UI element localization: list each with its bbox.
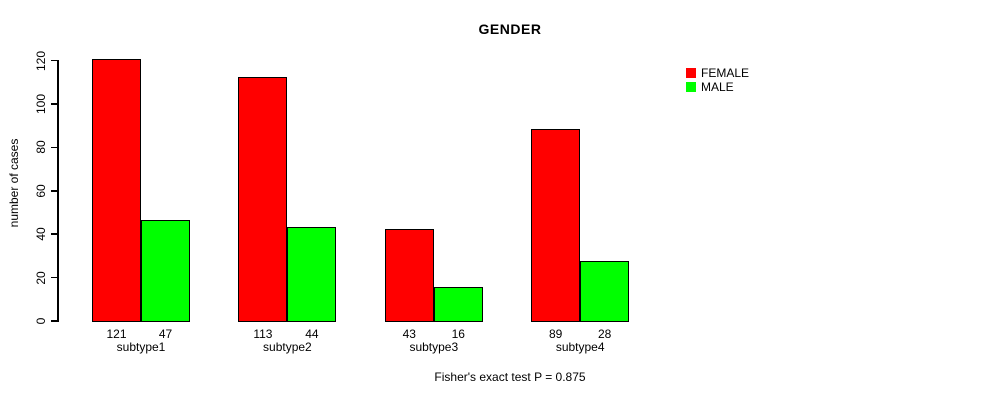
y-axis-tick-label-text: 100 — [34, 93, 48, 115]
legend-label: MALE — [701, 79, 734, 94]
legend: FEMALE MALE — [686, 66, 749, 94]
y-axis-tick-label-text: 0 — [34, 317, 48, 325]
y-axis-tick-label-text: 40 — [34, 227, 48, 241]
bar-male-subtype2 — [287, 226, 337, 322]
y-axis-tick — [50, 233, 58, 235]
bar-female-subtype1 — [92, 59, 141, 322]
legend-swatch-female — [686, 67, 696, 78]
legend-label: FEMALE — [701, 65, 750, 80]
bar-value-label: 89 — [549, 327, 563, 341]
bar-male-subtype1 — [141, 220, 190, 322]
y-axis-tick — [50, 59, 58, 62]
y-axis-tick-label-text: 20 — [34, 270, 48, 285]
legend-item-male: MALE — [686, 80, 749, 94]
bar-value-label: 113 — [253, 327, 273, 341]
y-axis-line — [57, 60, 59, 322]
bar-value-label: 16 — [451, 327, 465, 341]
y-axis-tick-label-text: 60 — [34, 184, 48, 198]
bar-value-label: 44 — [305, 327, 319, 341]
y-axis-tick — [50, 320, 58, 322]
y-axis-tick-label-text: 120 — [34, 50, 48, 71]
y-axis-tick — [50, 276, 58, 279]
bar-value-label: 43 — [402, 327, 416, 341]
category-label-subtype3: subtype3 — [409, 340, 459, 354]
y-axis-tick — [50, 103, 58, 105]
bar-value-label: 121 — [106, 327, 127, 341]
legend-swatch-male — [686, 81, 696, 92]
y-axis-tick — [50, 190, 58, 192]
footer-stat: Fisher's exact test P = 0.875 — [434, 370, 586, 384]
bar-female-subtype3 — [384, 228, 434, 322]
bar-male-subtype4 — [580, 261, 630, 322]
y-axis-label-text: number of cases — [7, 138, 21, 228]
bar-value-label: 47 — [158, 327, 173, 341]
bar-male-subtype3 — [433, 287, 483, 322]
y-axis-tick — [50, 146, 58, 149]
legend-item-female: FEMALE — [686, 66, 749, 80]
chart-title: GENDER — [478, 21, 542, 37]
category-label-subtype1: subtype1 — [116, 340, 166, 354]
category-label-subtype2: subtype2 — [263, 340, 312, 354]
category-label-subtype4: subtype4 — [555, 340, 605, 354]
bar-female-subtype2 — [238, 76, 288, 322]
bar-value-label: 28 — [598, 327, 612, 341]
bar-female-subtype4 — [531, 128, 581, 322]
y-axis-tick-label-text: 80 — [34, 140, 48, 155]
